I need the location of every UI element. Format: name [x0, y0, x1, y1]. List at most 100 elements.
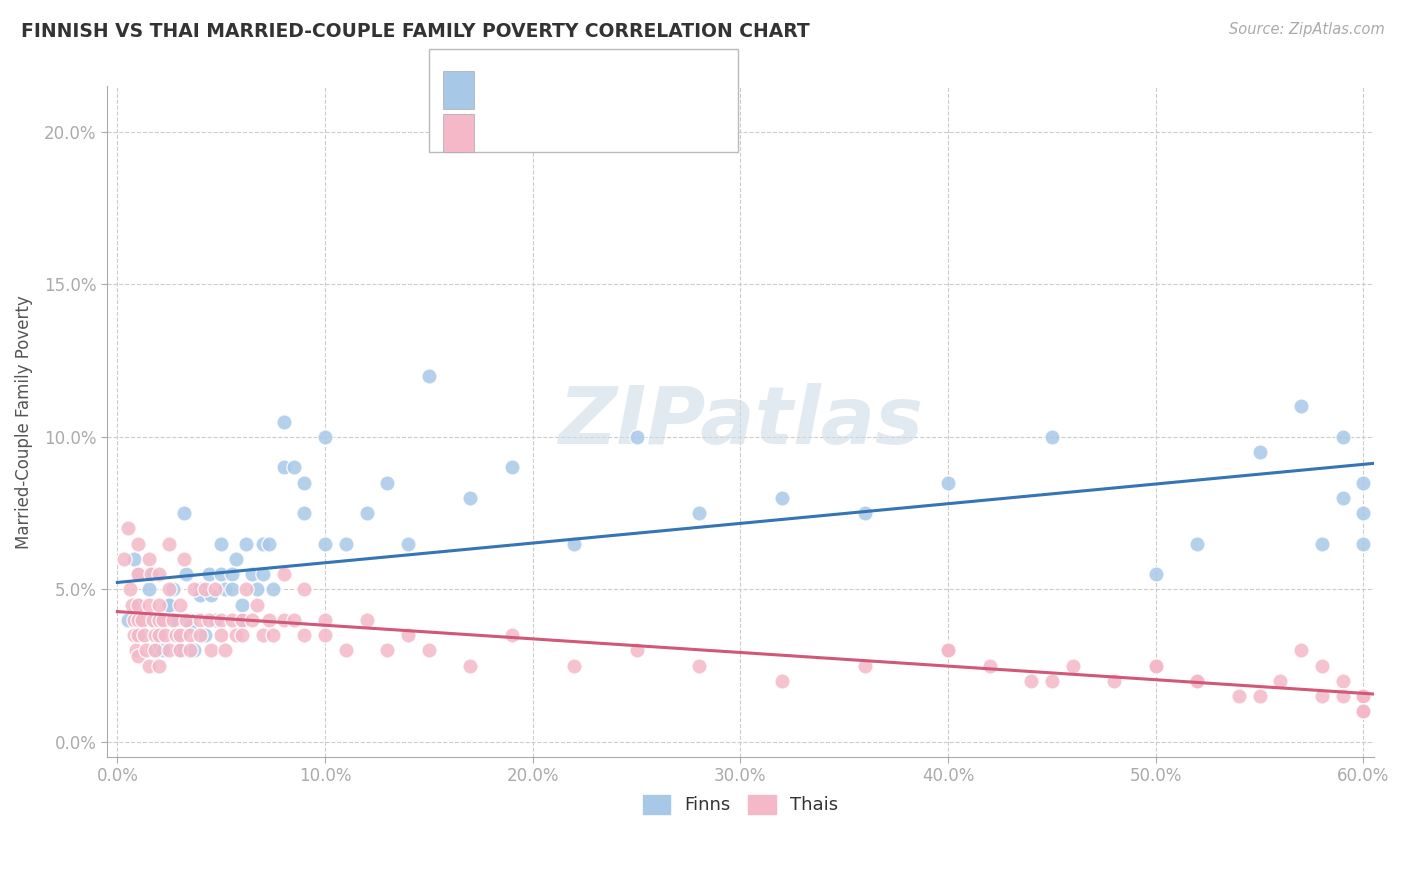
Point: [501, 628, 523, 642]
Point: [853, 658, 876, 673]
Point: [194, 628, 217, 642]
Point: [127, 628, 149, 642]
Point: [127, 567, 149, 582]
Text: -0.358: -0.358: [519, 124, 581, 142]
Point: [157, 598, 180, 612]
Point: [1040, 673, 1063, 688]
Point: [148, 613, 170, 627]
Point: [225, 628, 247, 642]
Point: [179, 613, 201, 627]
Point: [936, 643, 959, 657]
Text: ZIPatlas: ZIPatlas: [558, 383, 922, 460]
Point: [262, 628, 284, 642]
Point: [165, 628, 187, 642]
Point: [157, 536, 180, 550]
Point: [142, 613, 165, 627]
Point: [262, 582, 284, 597]
Text: 0.273: 0.273: [519, 81, 574, 99]
Point: [131, 613, 153, 627]
Point: [153, 628, 176, 642]
Point: [157, 582, 180, 597]
Point: [169, 628, 191, 642]
Point: [221, 567, 243, 582]
Text: N =: N =: [578, 81, 612, 99]
Point: [1249, 689, 1271, 703]
Point: [127, 567, 149, 582]
Point: [221, 582, 243, 597]
Point: [148, 613, 170, 627]
Point: [142, 643, 165, 657]
Point: [1353, 506, 1375, 520]
Point: [148, 658, 170, 673]
Point: [1353, 704, 1375, 718]
Point: [688, 506, 710, 520]
Point: [1062, 658, 1084, 673]
Point: [152, 613, 174, 627]
Point: [252, 536, 274, 550]
Point: [1227, 689, 1250, 703]
Point: [936, 475, 959, 490]
Point: [197, 567, 219, 582]
Point: [127, 598, 149, 612]
Point: [143, 643, 166, 657]
Point: [169, 628, 191, 642]
Point: [1187, 673, 1209, 688]
Point: [174, 567, 197, 582]
Point: [204, 582, 226, 597]
Point: [143, 613, 166, 627]
Point: [377, 643, 399, 657]
Point: [688, 658, 710, 673]
Point: [112, 551, 135, 566]
Point: [194, 582, 217, 597]
Point: [165, 613, 187, 627]
Point: [1331, 689, 1354, 703]
Point: [138, 551, 160, 566]
Point: [121, 598, 143, 612]
Point: [396, 536, 419, 550]
Point: [148, 567, 170, 582]
Point: [148, 598, 170, 612]
Point: [138, 567, 160, 582]
Text: 105: 105: [614, 124, 651, 142]
Point: [152, 643, 174, 657]
Point: [283, 460, 305, 475]
Point: [418, 368, 440, 383]
Text: R =: R =: [482, 124, 515, 142]
Point: [127, 649, 149, 664]
Point: [122, 551, 145, 566]
Point: [770, 673, 793, 688]
Point: [204, 613, 226, 627]
Point: [127, 536, 149, 550]
Point: [190, 582, 212, 597]
Point: [853, 506, 876, 520]
Point: [314, 536, 336, 550]
Point: [273, 567, 295, 582]
Text: N =: N =: [578, 124, 612, 142]
Text: FINNISH VS THAI MARRIED-COUPLE FAMILY POVERTY CORRELATION CHART: FINNISH VS THAI MARRIED-COUPLE FAMILY PO…: [21, 22, 810, 41]
Point: [197, 613, 219, 627]
Point: [179, 628, 201, 642]
Point: [138, 598, 160, 612]
Point: [118, 582, 141, 597]
Point: [173, 551, 195, 566]
Point: [377, 475, 399, 490]
Point: [292, 628, 315, 642]
Point: [292, 582, 315, 597]
Point: [273, 415, 295, 429]
Point: [148, 628, 170, 642]
Point: [626, 643, 648, 657]
Point: [122, 628, 145, 642]
Point: [460, 491, 482, 505]
Point: [314, 430, 336, 444]
Text: Source: ZipAtlas.com: Source: ZipAtlas.com: [1229, 22, 1385, 37]
Point: [183, 582, 205, 597]
Point: [209, 536, 232, 550]
Point: [1040, 430, 1063, 444]
Point: [335, 643, 357, 657]
Point: [190, 613, 212, 627]
Point: [1289, 400, 1312, 414]
Point: [1019, 673, 1042, 688]
Point: [1289, 643, 1312, 657]
Point: [1310, 536, 1333, 550]
Point: [396, 628, 419, 642]
